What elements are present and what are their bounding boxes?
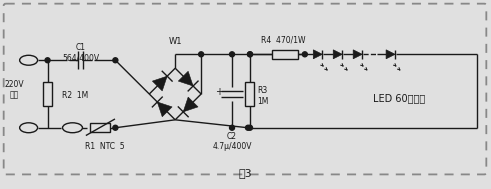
Circle shape	[113, 125, 118, 130]
Circle shape	[45, 58, 50, 63]
Circle shape	[113, 58, 118, 63]
Polygon shape	[157, 102, 172, 117]
Text: 图3: 图3	[238, 168, 252, 178]
Circle shape	[247, 52, 252, 57]
Circle shape	[230, 52, 235, 57]
Polygon shape	[183, 97, 198, 112]
Text: R4  470/1W: R4 470/1W	[261, 35, 305, 44]
Text: W1: W1	[168, 37, 182, 46]
Bar	[272, 50, 298, 59]
Bar	[246, 82, 254, 106]
Text: C1
564/400V: C1 564/400V	[62, 43, 99, 63]
Polygon shape	[313, 50, 322, 59]
Circle shape	[230, 125, 235, 130]
Text: LED 60只串联: LED 60只串联	[374, 93, 426, 103]
Ellipse shape	[20, 123, 38, 133]
Circle shape	[302, 52, 307, 57]
Ellipse shape	[20, 55, 38, 65]
Polygon shape	[152, 76, 167, 91]
Polygon shape	[353, 50, 362, 59]
Text: R1  NTC  5: R1 NTC 5	[84, 142, 124, 151]
Text: +: +	[215, 87, 223, 97]
Ellipse shape	[62, 123, 82, 133]
Text: R2  1M: R2 1M	[61, 91, 88, 101]
Text: R3
1M: R3 1M	[257, 86, 269, 106]
Polygon shape	[178, 71, 193, 86]
Polygon shape	[333, 50, 342, 59]
Circle shape	[247, 52, 252, 57]
Circle shape	[246, 125, 250, 130]
Text: 220V
输入: 220V 输入	[5, 80, 25, 100]
Bar	[90, 123, 110, 132]
Bar	[43, 82, 52, 106]
Text: C2
4.7μ/400V: C2 4.7μ/400V	[212, 132, 252, 151]
Circle shape	[199, 52, 204, 57]
Circle shape	[247, 125, 252, 130]
Polygon shape	[386, 50, 395, 59]
